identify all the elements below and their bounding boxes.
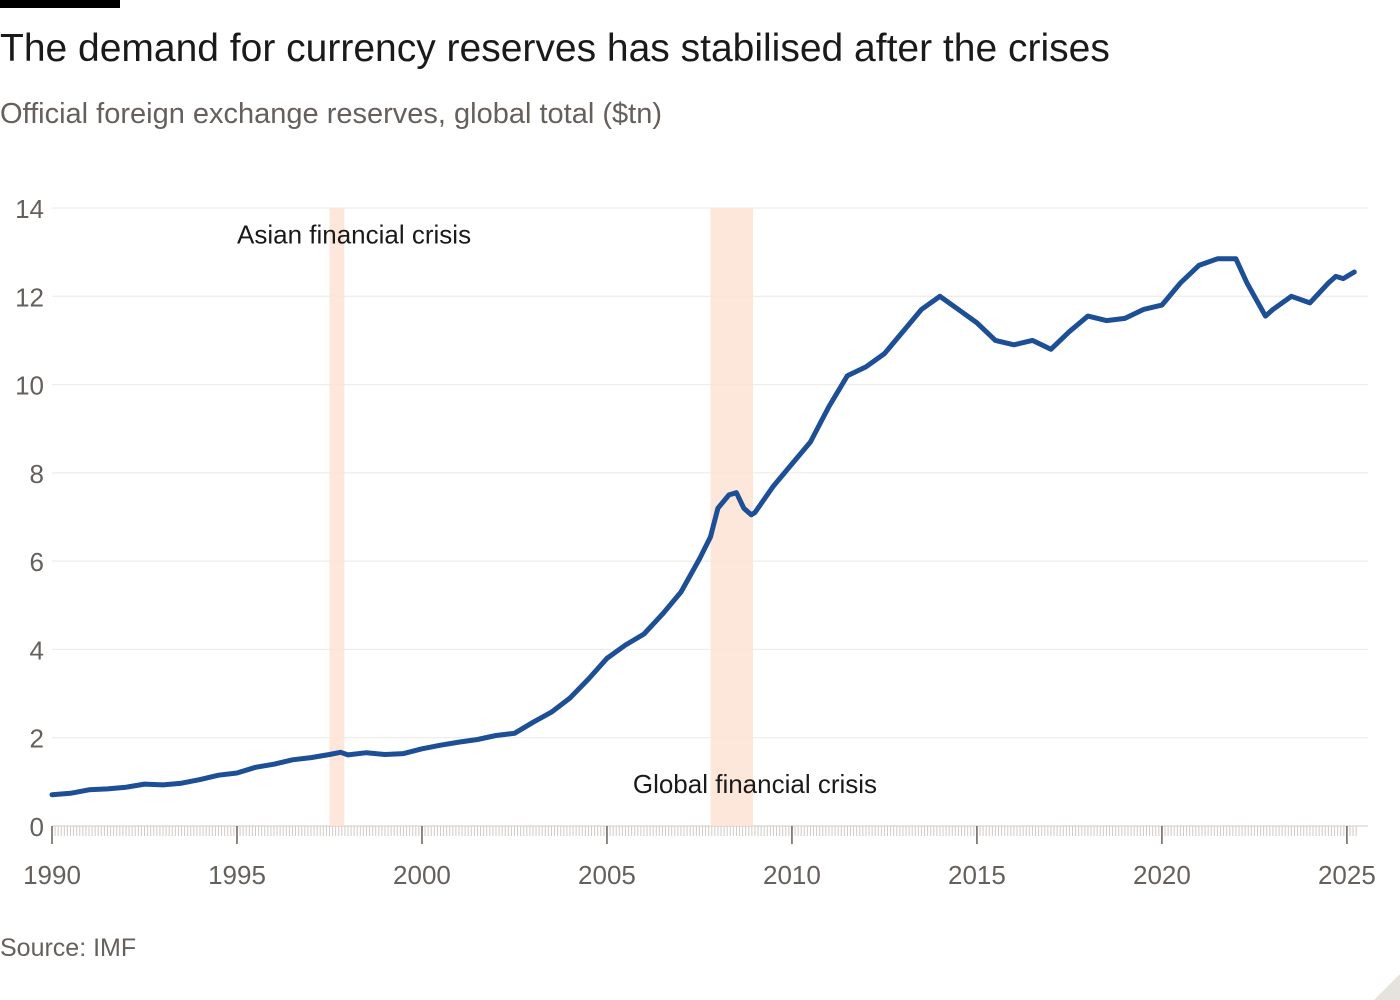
chart-subtitle: Official foreign exchange reserves, glob… <box>0 98 662 130</box>
x-tick-label: 2005 <box>578 860 636 890</box>
x-tick-label: 2010 <box>763 860 821 890</box>
corner-fold-mark <box>1374 974 1400 1000</box>
crisis-annotation-label: Global financial crisis <box>633 769 877 799</box>
crisis-annotation-label: Asian financial crisis <box>237 219 471 249</box>
y-tick-label: 10 <box>15 371 44 401</box>
x-tick-label: 2000 <box>393 860 451 890</box>
y-tick-label: 12 <box>15 282 44 312</box>
x-tick-label: 1995 <box>208 860 266 890</box>
x-tick-label: 2015 <box>948 860 1006 890</box>
reserves-series-line <box>49 256 1357 798</box>
y-tick-label: 4 <box>30 635 44 665</box>
y-tick-label: 6 <box>30 547 44 577</box>
brand-top-bar <box>0 0 120 8</box>
y-tick-label: 8 <box>30 459 44 489</box>
x-tick-label: 2020 <box>1133 860 1191 890</box>
x-tick-label: 2025 <box>1318 860 1376 890</box>
y-tick-label: 14 <box>15 194 44 224</box>
source-note: Source: IMF <box>0 934 137 962</box>
crisis-shade <box>329 208 345 826</box>
chart-title: The demand for currency reserves has sta… <box>0 27 1110 70</box>
x-tick-label: 1990 <box>23 860 81 890</box>
y-tick-label: 2 <box>30 724 44 754</box>
y-tick-label: 0 <box>30 812 44 842</box>
